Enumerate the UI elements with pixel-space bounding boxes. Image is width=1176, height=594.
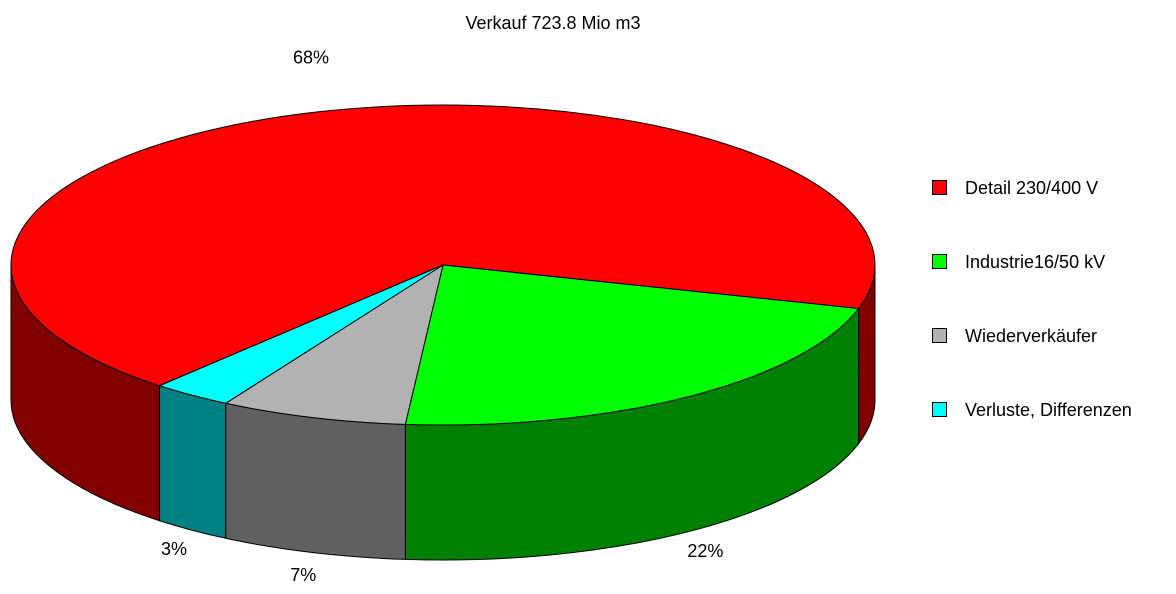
data-label: 22% — [687, 541, 723, 561]
pie-slice — [158, 264, 444, 404]
data-label: 3% — [161, 539, 187, 559]
legend-swatch — [932, 402, 947, 417]
legend-swatch — [932, 328, 947, 343]
legend-label: Industrie16/50 kV — [965, 252, 1106, 272]
chart-title: Verkauf 723.8 Mio m3 — [465, 13, 640, 33]
legend-swatch — [932, 180, 947, 195]
legend: Detail 230/400 V Industrie16/50 kV Wiederv… — [932, 172, 1172, 468]
legend-item: Industrie16/50 kV — [932, 246, 1172, 320]
data-label: 7% — [290, 565, 316, 585]
pie-slice — [10, 104, 876, 387]
legend-item: Detail 230/400 V — [932, 172, 1172, 246]
pie-slice — [224, 263, 444, 425]
legend-swatch — [932, 254, 947, 269]
legend-item: Verluste, Differenzen — [932, 394, 1172, 468]
legend-label: Verluste, Differenzen — [965, 400, 1132, 420]
legend-item: Wiederverkäufer — [932, 320, 1172, 394]
pie-side — [159, 385, 227, 539]
legend-label: Wiederverkäufer — [965, 326, 1098, 346]
data-label: 68% — [293, 48, 329, 68]
pie-slice — [404, 264, 860, 426]
pie-side — [225, 402, 406, 560]
legend-label: Detail 230/400 V — [965, 178, 1099, 198]
